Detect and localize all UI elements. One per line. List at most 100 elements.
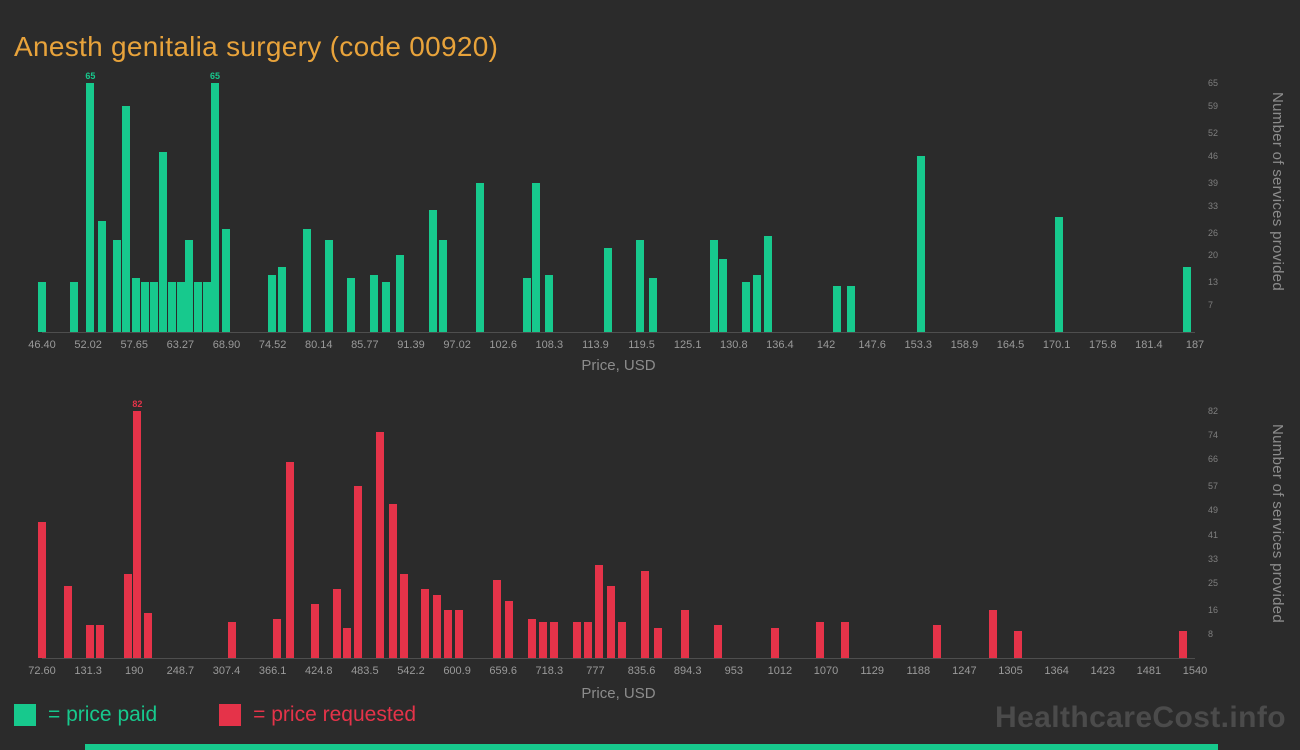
x-tick-label: 74.52 (258, 339, 287, 351)
price-paid-bar (709, 240, 718, 332)
x-tick-label: 659.6 (489, 665, 517, 677)
price-requested-bar (493, 579, 502, 658)
price-requested-bar (399, 573, 408, 658)
price-paid-bar (97, 221, 106, 332)
price-paid-bar (177, 282, 186, 332)
price-paid-bar: 65 (210, 71, 220, 332)
price-requested-bar (1014, 630, 1023, 658)
price-requested-bar (38, 522, 46, 658)
x-tick-label: 170.1 (1042, 339, 1071, 351)
x-tick-label: 1540 (1182, 665, 1208, 677)
price-requested-bar (989, 609, 998, 658)
price-requested-bar (285, 462, 294, 658)
price-requested-bar (841, 621, 850, 658)
x-tick-label: 953 (724, 665, 743, 677)
y-tick-label: 39 (1208, 177, 1219, 188)
paid-x-axis-label: Price, USD (581, 357, 656, 374)
price-paid-bar (523, 278, 532, 332)
price-requested-bar (640, 570, 649, 658)
price-requested-bar (432, 594, 441, 658)
y-tick-label: 16 (1208, 604, 1219, 615)
price-requested-bar (354, 486, 363, 658)
x-tick-label: 424.8 (304, 665, 333, 677)
price-requested-bar (86, 624, 95, 658)
price-paid-bar (38, 282, 46, 332)
price-paid-swatch-icon (14, 704, 36, 726)
x-tick-label: 190 (125, 665, 144, 677)
x-tick-label: 1188 (906, 665, 931, 677)
x-tick-label: 108.3 (535, 339, 564, 351)
x-tick-label: 97.02 (443, 339, 471, 351)
price-requested-bar (420, 588, 429, 658)
price-paid-bar (719, 259, 728, 332)
y-tick-label: 20 (1208, 250, 1219, 261)
price-paid-bar (122, 106, 131, 332)
price-paid-bar (302, 228, 311, 332)
price-requested-bar (681, 609, 690, 658)
price-requested-bar (933, 624, 942, 658)
x-tick-label: 136.4 (766, 339, 794, 351)
requested-x-axis-label: Price, USD (581, 685, 656, 702)
price-requested-bar (143, 612, 152, 658)
legend-item-price-paid: = price paid (14, 703, 157, 727)
footer-accent-bar (85, 744, 1218, 750)
x-tick-label: 175.8 (1088, 339, 1117, 351)
x-tick-label: 91.39 (397, 339, 425, 351)
x-tick-label: 125.1 (673, 339, 702, 351)
price-requested-bar (549, 621, 558, 658)
price-paid-bar (1182, 266, 1191, 332)
price-requested-bar (618, 621, 627, 658)
x-tick-label: 142 (816, 339, 836, 351)
price-paid-bar (544, 274, 553, 332)
price-requested-bar (227, 621, 236, 658)
price-paid-bar (648, 278, 657, 332)
x-tick-label: 1364 (1044, 665, 1069, 677)
price-requested-bar (273, 618, 282, 658)
price-requested-bar (95, 624, 104, 658)
x-tick-label: 102.6 (489, 339, 517, 351)
price-paid-bar (753, 274, 762, 332)
x-tick-label: 164.5 (996, 339, 1025, 351)
price-paid-bar (429, 209, 438, 332)
y-tick-label: 66 (1208, 454, 1219, 465)
y-tick-label: 52 (1208, 128, 1219, 139)
price-paid-bar (833, 286, 842, 332)
price-requested-bar (595, 564, 604, 658)
x-tick-label: 68.90 (212, 339, 241, 351)
price-paid-bar (69, 282, 78, 332)
price-requested-bar (607, 585, 616, 658)
x-tick-label: 80.14 (304, 339, 333, 351)
y-tick-label: 8 (1208, 628, 1214, 639)
price-requested-bar (64, 585, 73, 658)
x-tick-label: 366.1 (258, 665, 287, 677)
requested-chart-plot: 72.60 131.3 190 248.7 307.4 366.1 424.8 483.5 54… (28, 396, 1218, 677)
price-paid-bar (184, 240, 193, 332)
price-requested-bar (527, 618, 536, 658)
y-tick-label: 13 (1208, 277, 1219, 288)
price-requested-bar (343, 627, 352, 658)
price-paid-bar (325, 240, 334, 332)
x-tick-label: 1481 (1136, 665, 1162, 677)
price-requested-bar (573, 621, 582, 658)
price-requested-bar (376, 432, 385, 658)
price-paid-bar: 65 (85, 71, 95, 332)
x-tick-label: 483.5 (351, 665, 379, 677)
y-tick-label: 33 (1208, 553, 1219, 564)
legend: = price paid = price requested (14, 703, 416, 727)
x-tick-label: 894.3 (673, 665, 702, 677)
price-requested-bar (654, 627, 663, 658)
x-tick-label: 85.77 (351, 339, 379, 351)
price-requested-bar (714, 624, 723, 658)
bar-value-label: 65 (210, 71, 221, 82)
requested-y-axis-label: Number of services provided (1269, 424, 1286, 624)
price-paid-bar (193, 282, 202, 332)
y-tick-label: 74 (1208, 430, 1219, 441)
price-requested-bar (332, 588, 341, 658)
paid-y-axis-label: Number of services provided (1269, 92, 1286, 292)
price-paid-bar (268, 274, 277, 332)
price-paid-bar (141, 282, 150, 332)
price-paid-bar (846, 286, 855, 332)
price-requested-bar (454, 609, 463, 658)
x-tick-label: 1305 (998, 665, 1023, 677)
x-tick-label: 131.3 (74, 665, 102, 677)
